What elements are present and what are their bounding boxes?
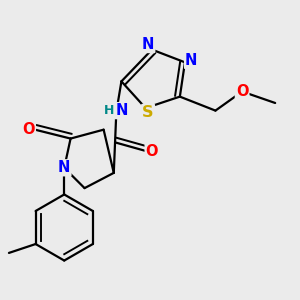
Text: O: O (236, 84, 248, 99)
Text: O: O (22, 122, 35, 137)
Text: N: N (142, 37, 154, 52)
Text: O: O (146, 144, 158, 159)
Text: N: N (58, 160, 70, 175)
Text: N: N (115, 103, 128, 118)
Text: N: N (185, 53, 197, 68)
Text: H: H (103, 104, 114, 117)
Text: S: S (142, 105, 154, 120)
